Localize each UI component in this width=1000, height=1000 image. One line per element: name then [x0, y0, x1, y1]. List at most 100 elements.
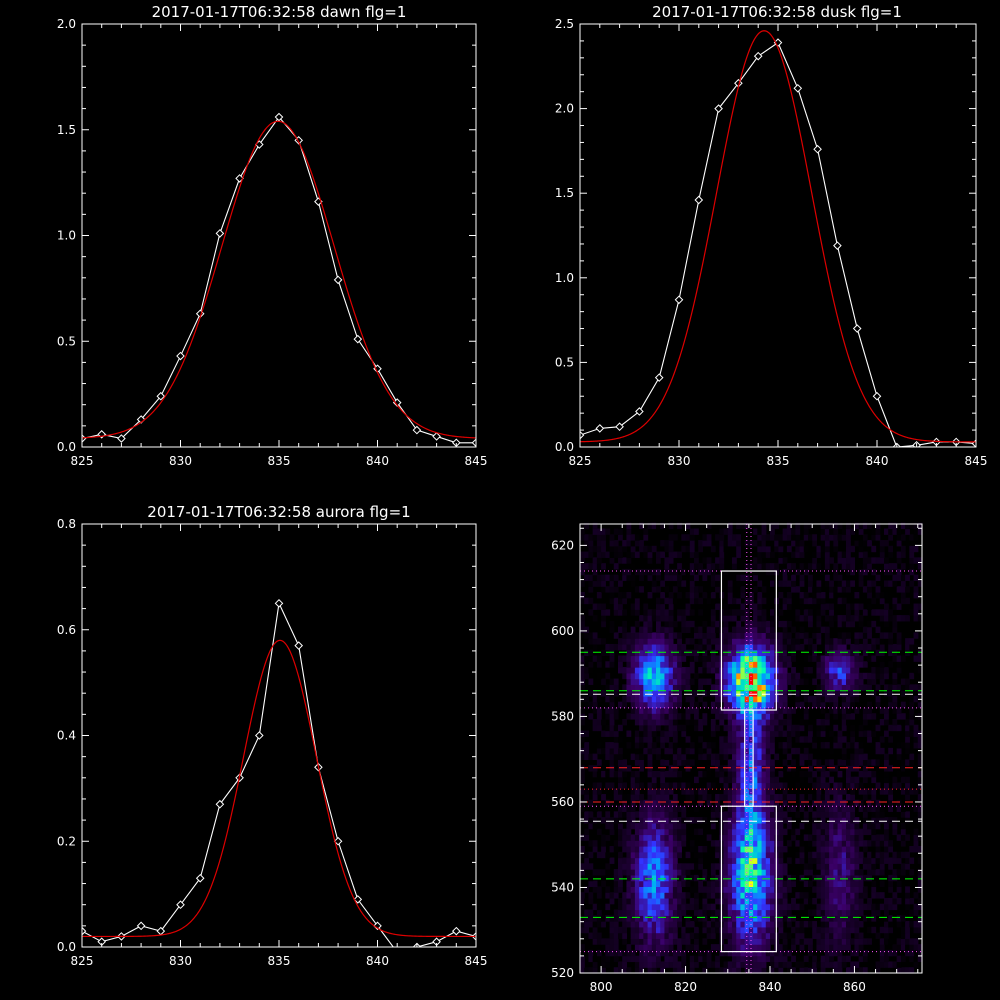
- heatmap-cell: [879, 788, 885, 795]
- heatmap-cell: [837, 690, 843, 697]
- heatmap-cell: [710, 701, 716, 709]
- heatmap-cell: [765, 834, 771, 841]
- heatmap-cell: [761, 655, 767, 662]
- heatmap-cell: [896, 586, 902, 593]
- heatmap-cell: [643, 851, 649, 859]
- heatmap-cell: [778, 770, 784, 778]
- heatmap-cell: [875, 667, 881, 674]
- heatmap-cell: [812, 626, 818, 633]
- heatmap-cell: [761, 799, 767, 807]
- heatmap-cell: [875, 759, 881, 766]
- heatmap-cell: [765, 782, 771, 789]
- heatmap-cell: [765, 869, 771, 876]
- heatmap-cell: [668, 591, 674, 599]
- heatmap-cell: [656, 522, 661, 530]
- heatmap-cell: [740, 863, 746, 870]
- heatmap-cell: [613, 822, 619, 830]
- heatmap-cell: [613, 874, 619, 882]
- heatmap-cell: [757, 724, 763, 732]
- heatmap-cell: [820, 597, 826, 605]
- heatmap-cell: [647, 643, 653, 651]
- heatmap-cell: [639, 828, 644, 836]
- heatmap-cell: [816, 851, 822, 859]
- heatmap-cell: [672, 730, 678, 737]
- heatmap-cell: [896, 857, 902, 864]
- heatmap-cell: [694, 701, 699, 709]
- heatmap-cell: [634, 684, 640, 691]
- dusk-xtick-label: 845: [965, 454, 988, 468]
- heatmap-cell: [732, 944, 737, 951]
- heatmap-cell: [702, 961, 708, 968]
- heatmap-cell: [694, 690, 699, 697]
- heatmap-cell: [778, 840, 784, 847]
- heatmap-cell: [710, 609, 716, 616]
- heatmap-cell: [609, 742, 615, 749]
- heatmap-cell: [588, 897, 594, 905]
- heatmap-cell: [639, 724, 644, 732]
- heatmap-cell: [727, 880, 733, 887]
- heatmap-cell: [664, 932, 670, 939]
- heatmap-cell: [850, 834, 856, 841]
- heatmap-cell: [871, 713, 877, 720]
- heatmap-cell: [820, 724, 826, 732]
- heatmap-cell: [651, 661, 657, 668]
- heatmap-cell: [753, 794, 758, 801]
- heatmap-cell: [824, 828, 830, 836]
- heatmap-cell: [732, 846, 737, 853]
- heatmap-cell: [580, 834, 585, 841]
- heatmap-cell: [715, 534, 720, 541]
- heatmap-cell: [588, 545, 594, 553]
- heatmap-cell: [588, 863, 594, 870]
- heatmap-cell: [664, 626, 670, 633]
- heatmap-cell: [744, 718, 750, 726]
- heatmap-cell: [896, 528, 902, 535]
- heatmap-cell: [854, 822, 860, 830]
- heatmap-cell: [753, 915, 758, 922]
- heatmap-cell: [706, 638, 712, 645]
- heatmap-cell: [601, 851, 606, 859]
- heatmap-cell: [761, 765, 767, 772]
- heatmap-cell: [841, 695, 847, 703]
- heatmap-cell: [837, 926, 843, 934]
- heatmap-cell: [917, 886, 923, 893]
- heatmap-cell: [782, 782, 788, 789]
- heatmap-cell: [757, 597, 763, 605]
- heatmap-cell: [909, 695, 915, 703]
- heatmap-cell: [656, 949, 661, 957]
- heatmap-cell: [651, 955, 657, 963]
- heatmap-cell: [748, 938, 754, 945]
- heatmap-cell: [782, 794, 788, 801]
- heatmap-cell: [744, 926, 750, 934]
- heatmap-cell: [732, 747, 737, 755]
- heatmap-cell: [854, 655, 860, 662]
- heatmap-cell: [753, 817, 758, 824]
- heatmap-cell: [613, 794, 619, 801]
- heatmap-cell: [858, 909, 864, 916]
- heatmap-cell: [791, 938, 796, 945]
- heatmap-cell: [723, 528, 729, 535]
- heatmap-cell: [626, 967, 632, 974]
- heatmap-cell: [618, 880, 623, 887]
- heatmap-cell: [609, 718, 615, 726]
- heatmap-cell: [740, 678, 746, 685]
- heatmap-cell: [651, 926, 657, 934]
- heatmap-cell: [672, 903, 678, 911]
- heatmap-cell: [854, 672, 860, 680]
- heatmap-cell: [748, 915, 754, 922]
- heatmap-cell: [748, 770, 754, 778]
- heatmap-cell: [808, 909, 813, 916]
- heatmap-cell: [795, 961, 801, 968]
- heatmap-cell: [812, 799, 818, 807]
- heatmap-cell: [702, 903, 708, 911]
- heatmap-cell: [833, 661, 839, 668]
- heatmap-cell: [841, 713, 847, 720]
- heatmap-cell: [808, 834, 813, 841]
- heatmap-cell: [757, 828, 763, 836]
- heatmap-cell: [605, 782, 611, 789]
- heatmap-cell: [833, 742, 839, 749]
- heatmap-cell: [622, 540, 628, 547]
- heatmap-cell: [829, 707, 834, 714]
- heatmap-cell: [833, 846, 839, 853]
- heatmap-cell: [765, 713, 771, 720]
- heatmap-cell: [744, 938, 750, 945]
